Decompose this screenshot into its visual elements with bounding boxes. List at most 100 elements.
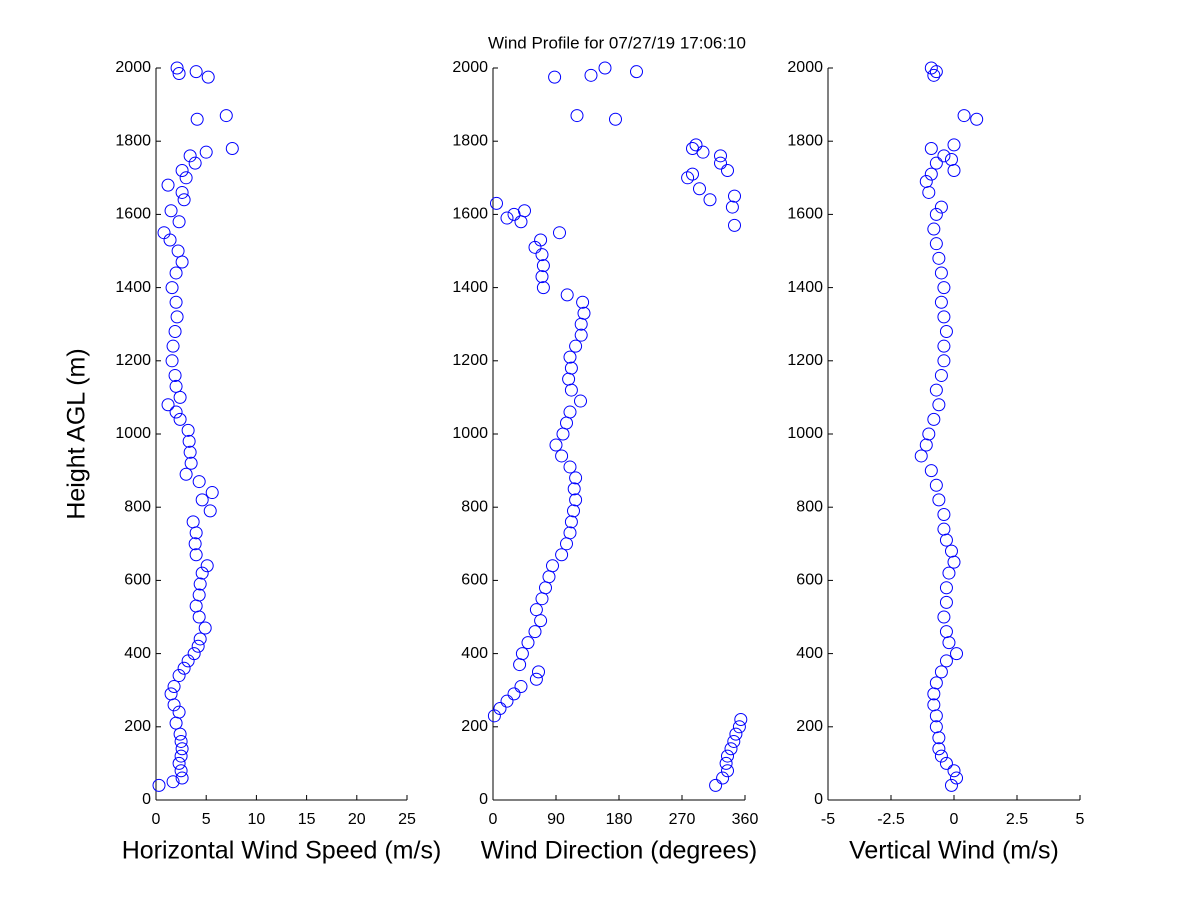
point [703,193,717,207]
point [191,639,205,653]
point [555,449,569,463]
point [174,734,188,748]
point [177,661,191,675]
point [714,156,727,170]
point [934,200,948,214]
y-tick-label: 1600 [115,206,151,223]
point [942,566,956,580]
x-tick-label: 5 [1076,811,1085,828]
point [937,339,951,353]
y-tick-label: 400 [461,645,488,662]
point [187,647,201,661]
point [536,259,550,273]
y-tick-label: 800 [124,498,151,515]
y-tick-label: 1200 [115,352,151,369]
point [182,434,196,448]
x-tick-label: 10 [248,811,266,828]
point [169,295,183,309]
point [716,771,730,785]
point [734,712,748,726]
y-tick-label: 1400 [115,279,151,296]
point [937,508,951,522]
point [929,720,943,734]
x-axis-label: Vertical Wind (m/s) [849,837,1059,865]
y-tick-label: 1000 [787,425,823,442]
point [165,354,179,368]
point [630,65,643,79]
point [721,764,734,778]
point [929,676,943,690]
point [553,226,566,240]
y-tick-label: 200 [124,718,151,735]
point [195,566,209,580]
y-tick-label: 1000 [452,425,488,442]
point [934,368,948,382]
point [164,687,178,701]
point [546,559,559,573]
point [172,215,186,229]
y-tick-label: 0 [814,791,823,808]
y-tick-label: 1600 [452,206,488,223]
point [188,156,202,170]
point [686,142,699,156]
point [947,764,961,778]
y-tick-label: 400 [124,645,151,662]
point [195,493,209,507]
point [514,680,528,694]
point [175,742,189,756]
point [521,636,535,650]
point [189,548,203,562]
point [199,145,213,159]
point [937,310,951,324]
point [939,654,953,668]
x-tick-label: -2.5 [877,811,905,828]
point [927,412,941,426]
point [535,270,549,284]
point [168,368,182,382]
y-tick-label: 600 [796,572,823,589]
point [584,68,598,82]
point [171,244,185,258]
point [534,233,548,247]
y-tick-label: 800 [796,498,823,515]
point [169,405,183,419]
point [570,109,584,123]
point [950,647,964,661]
point [970,112,984,126]
point [563,405,577,419]
point [937,610,951,624]
point [924,167,938,181]
point [914,449,928,463]
point [567,504,580,518]
point [947,163,961,177]
point [536,281,550,295]
point [937,149,951,163]
point [186,515,200,529]
point [957,109,971,123]
point [190,112,204,126]
point [939,325,953,339]
y-tick-label: 1200 [787,352,823,369]
y-tick-label: 1800 [115,132,151,149]
point [729,727,743,741]
point [724,742,738,756]
point [937,281,951,295]
point [937,354,951,368]
point [179,171,193,185]
point [188,537,202,551]
point [728,218,741,232]
y-tick-label: 1800 [452,132,488,149]
point [170,61,184,75]
point [198,621,212,635]
point [518,204,531,218]
point [169,266,183,280]
point [934,749,948,763]
point [507,687,521,701]
point [932,493,946,507]
x-tick-label: 15 [298,811,316,828]
point [529,603,543,617]
point [728,189,741,203]
y-tick-label: 0 [142,791,151,808]
point [157,226,171,240]
